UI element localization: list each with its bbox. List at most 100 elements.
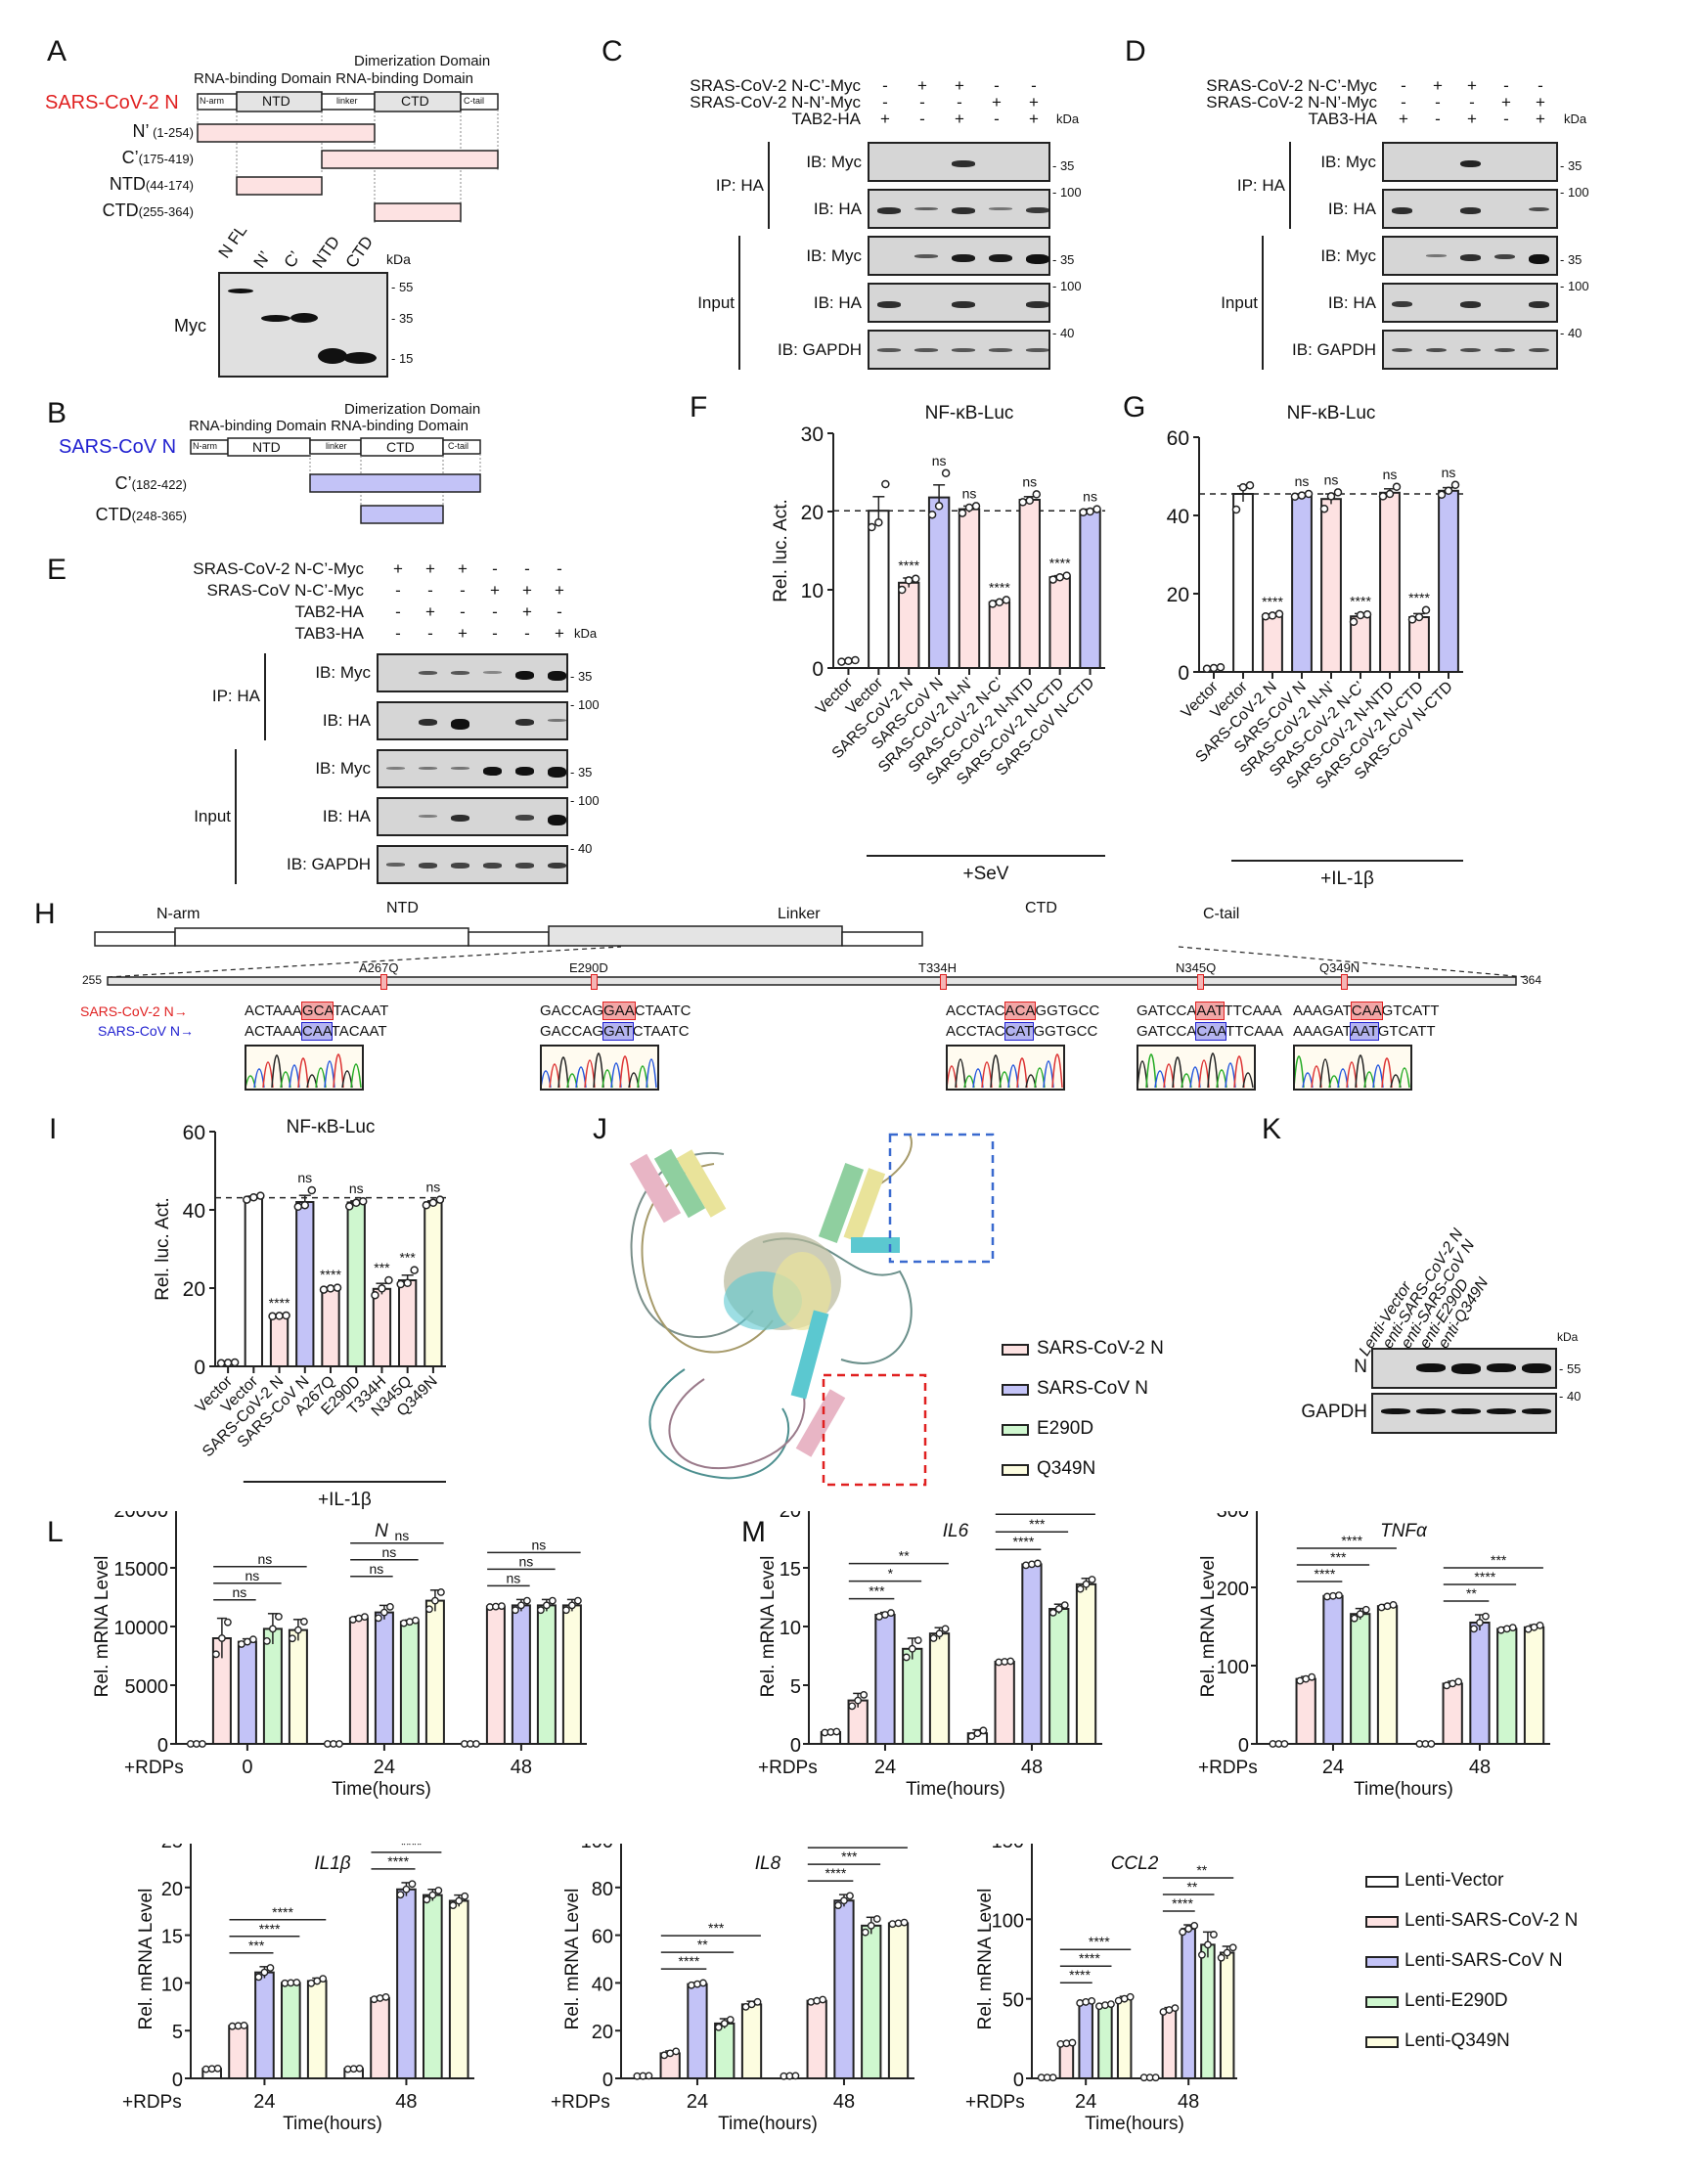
data-point [396,1279,405,1289]
chromatogram [1293,1045,1412,1091]
significance-label: ** [1196,1862,1207,1878]
bar [1442,1682,1463,1745]
lane-label: N FL [214,221,251,262]
protein-band [419,671,437,676]
data-point [1190,1921,1199,1930]
marker-label: - 35 [1560,251,1583,267]
condition-sign: + [1433,76,1443,95]
y-axis-label: Rel. mRNA Level [92,1556,112,1698]
data-point [511,1606,519,1615]
data-point [1184,1925,1193,1933]
data-point [378,1284,386,1293]
y-tick-label: 5 [172,2022,183,2043]
bracket-line [1289,142,1291,229]
bar [1232,493,1254,673]
trace-peak [1189,1066,1201,1089]
condition-sign: - [882,93,888,111]
domain-label-ntd: NTD [252,439,281,455]
chart-title: IL6 [943,1521,969,1541]
group-label-ip: IP: HA [1236,176,1285,195]
protein-band [548,863,566,869]
blot-label: IB: GAPDH [778,339,862,359]
bar [1350,1613,1371,1745]
data-point [1335,1591,1343,1600]
protein-band [952,253,975,262]
condition-sign: - [395,602,401,621]
marker-label: - 100 [1560,279,1589,293]
condition-sign: + [880,110,890,128]
construct-n-prime: N’ (1-254) [132,121,194,142]
condition-sign: + [458,559,468,578]
sequence-flank: TTCAAA [1226,1023,1284,1040]
chart-title: CCL2 [1111,1853,1159,1874]
bar [1078,2000,1093,2079]
bar [244,1196,263,1367]
condition-sign: + [425,602,435,621]
condition-sign: - [460,602,466,621]
protein-band [419,719,437,726]
data-point [645,2072,653,2080]
construct-range: (255-364) [138,204,194,219]
protein-band [1494,253,1515,260]
lane-label: C’ [280,247,305,272]
chart-title: NF-κB-Luc [287,1117,376,1137]
data-point [1062,571,1071,580]
bracket-line [768,142,770,229]
significance-label: **** [1262,594,1283,609]
protein-band [1451,1408,1481,1415]
codon-highlight: CAA [300,1022,333,1041]
data-point [243,1195,251,1204]
data-point [837,657,846,666]
data-point [1217,1953,1226,1962]
data-point [274,1613,283,1621]
condition-sign: + [1467,110,1477,128]
sequence-flank: ACCTAC [946,1023,1005,1040]
data-point [355,2064,364,2073]
sequence-cov2: ACTAAAGCATACAAT [245,1002,388,1020]
data-point [249,1192,258,1202]
condition-sign: - [1401,93,1406,111]
construct-ctd: CTD(255-364) [103,201,194,221]
construct-c-prime: C’(182-422) [115,473,187,494]
legend-label: Lenti-SARS-CoV-2 N [1404,1910,1579,1931]
sequence-flank: GACCAG [540,1023,604,1040]
y-tick-label: 20 [1167,584,1189,606]
bar [536,1604,557,1746]
blot-label: IB: Myc [806,152,862,171]
condition-label: SRAS-CoV-2 N-N’-Myc [1206,93,1377,111]
x-tick-label: 48 [395,2091,417,2113]
western-blot [868,330,1050,370]
data-point [516,1601,525,1610]
bar [861,1924,882,2079]
data-point [216,1359,226,1368]
bar [1018,499,1041,669]
protein-band [1529,206,1549,212]
condition-sign: + [917,76,927,95]
data-point [868,522,876,532]
significance-label: ns [370,1561,384,1577]
bar [1079,510,1101,669]
codon-highlight: CAA [1195,1022,1227,1041]
group-label-ip: IP: HA [715,176,764,195]
sequence-cov: ACCTACCATGGTGCC [946,1022,1097,1041]
domain-map-b [190,437,481,524]
data-point [260,1968,269,1977]
bar [806,1999,827,2079]
data-point [1362,609,1372,619]
protein-band [914,253,938,258]
construct-name: C’ [121,148,139,167]
significance-label: *** [399,1250,416,1266]
y-tick-label: 0 [602,2070,613,2091]
kda-label: kDa [1056,111,1080,126]
x-tick-label: 0 [242,1757,252,1778]
data-point [861,1928,869,1937]
data-point [874,517,883,527]
data-point [1171,2004,1180,2013]
marker-55: - 55 [391,280,414,294]
bar [1048,576,1071,669]
data-point [1349,617,1359,627]
data-point [1034,1559,1042,1568]
legend-swatch [1365,1956,1399,1968]
data-point [1126,1992,1135,2001]
trace-peak [1198,1059,1210,1089]
